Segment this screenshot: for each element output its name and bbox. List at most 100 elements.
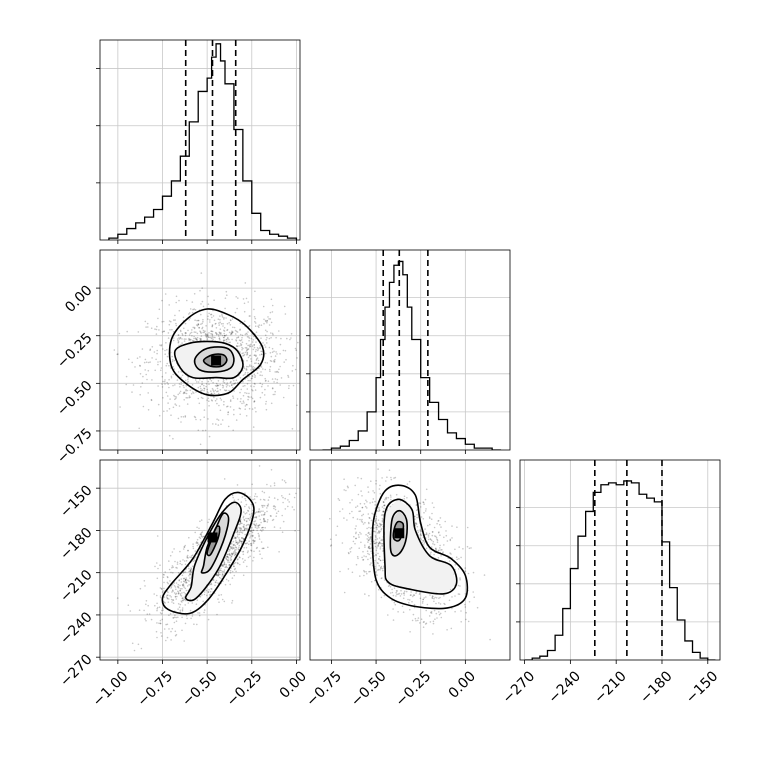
scatter-2-0-scatter-point	[236, 562, 239, 564]
scatter-1-0-scatter-point	[180, 376, 182, 379]
scatter-1-0-scatter-point	[196, 338, 198, 341]
scatter-2-1-scatter-point	[446, 629, 448, 631]
scatter-2-1-scatter-point	[381, 477, 383, 479]
scatter-2-1-scatter-point	[374, 531, 377, 533]
scatter-1-0-scatter-point	[163, 410, 165, 413]
scatter-1-0-scatter-point	[231, 333, 233, 335]
scatter-2-1-scatter-point	[419, 537, 422, 540]
scatter-1-0-scatter-point	[260, 350, 262, 353]
scatter-2-0-scatter-point	[227, 580, 230, 582]
scatter-2-0-scatter-point	[270, 469, 273, 471]
scatter-2-1-scatter-point	[359, 518, 361, 521]
scatter-2-0-scatter-point	[177, 586, 180, 589]
scatter-2-1-scatter-point	[439, 544, 441, 547]
scatter-2-0-scatter-point	[175, 620, 178, 622]
scatter-2-1-scatter-point	[424, 623, 427, 625]
scatter-2-0-scatter-point	[230, 556, 233, 558]
scatter-2-1-scatter-point	[454, 610, 456, 613]
scatter-2-0-scatter-point	[200, 535, 203, 538]
scatter-1-0-scatter-point	[223, 332, 225, 335]
hist-0-step-line	[108, 43, 298, 240]
scatter-2-1-scatter-point	[415, 619, 417, 622]
scatter-1-0-scatter-point	[178, 309, 181, 312]
scatter-2-1-scatter-point	[382, 569, 384, 572]
scatter-2-1-scatter-point	[445, 530, 447, 532]
scatter-1-0-scatter-point	[247, 395, 249, 398]
scatter-2-1-scatter-point	[422, 501, 425, 503]
scatter-2-1-scatter-point	[460, 556, 462, 559]
scatter-2-0-scatter-point	[233, 547, 235, 549]
scatter-1-0-scatter-point	[255, 349, 257, 351]
scatter-2-0-scatter-point	[191, 565, 194, 568]
scatter-2-0-scatter-point	[195, 542, 197, 544]
scatter-1-0-scatter-point	[186, 403, 189, 405]
scatter-2-1-scatter-point	[434, 596, 436, 599]
scatter-1-0-scatter-point	[215, 332, 217, 334]
scatter-1-0-scatter-point	[199, 338, 202, 341]
scatter-1-0-scatter-point	[208, 405, 210, 407]
scatter-2-1-scatter-point	[374, 579, 376, 582]
scatter-2-1-scatter-point	[369, 537, 372, 540]
scatter-2-1-scatter-point	[346, 519, 348, 521]
scatter-2-1-scatter-point	[473, 596, 476, 598]
scatter-2-1-scatter-point	[338, 499, 341, 502]
scatter-1-0-scatter-point	[271, 378, 274, 380]
scatter-2-0-scatter-point	[244, 512, 247, 515]
scatter-2-1-scatter-point	[439, 523, 441, 526]
scatter-2-0-scatter-point	[145, 619, 147, 622]
scatter-2-0-scatter-point	[253, 540, 256, 542]
scatter-2-0-scatter-point	[163, 601, 166, 604]
scatter-1-0-scatter-point	[261, 353, 263, 356]
scatter-1-0-scatter-point	[267, 316, 269, 318]
scatter-2-0-scatter-point	[225, 566, 227, 568]
scatter-2-1-scatter-point	[377, 544, 380, 547]
scatter-1-0-scatter-point	[241, 341, 244, 344]
scatter-2-0-scatter-point	[273, 482, 276, 484]
scatter-2-1-scatter-point	[382, 559, 384, 561]
scatter-2-1-scatter-point	[468, 601, 471, 603]
scatter-2-0-scatter-point	[236, 543, 239, 545]
scatter-2-0-scatter-point	[279, 527, 282, 529]
scatter-1-0-scatter-point	[222, 385, 225, 387]
scatter-2-0-scatter-point	[215, 574, 218, 576]
scatter-2-0-scatter-point	[227, 553, 229, 556]
scatter-1-0-scatter-point	[232, 331, 234, 333]
scatter-1-0-scatter-point	[166, 355, 169, 358]
scatter-1-0-scatter-point	[166, 410, 168, 412]
scatter-2-0-scatter-point	[229, 549, 231, 551]
scatter-2-0-scatter-point	[231, 548, 234, 550]
scatter-2-1-scatter-point	[429, 523, 431, 526]
scatter-1-0-scatter-point	[204, 330, 206, 333]
scatter-1-0-scatter-point	[184, 415, 187, 417]
scatter-2-1-scatter-point	[415, 523, 418, 525]
scatter-2-0-scatter-point	[234, 561, 237, 564]
scatter-2-1-scatter-point	[443, 536, 445, 539]
scatter-2-0-scatter-point	[172, 602, 175, 604]
scatter-1-0-scatter-point	[248, 392, 250, 395]
scatter-1-0-scatter-point	[172, 384, 174, 387]
scatter-1-0-scatter-point	[262, 305, 265, 308]
hist-2-x-tick-label: −150	[683, 668, 722, 707]
scatter-1-0-scatter-point	[214, 384, 217, 387]
scatter-2-0-scatter-point	[232, 540, 235, 543]
scatter-2-1-scatter-point	[417, 619, 419, 622]
scatter-2-0-scatter-point	[217, 574, 220, 576]
scatter-2-1-scatter-point	[431, 531, 434, 533]
scatter-2-1-scatter-point	[384, 497, 387, 500]
scatter-2-1-scatter-point	[415, 592, 417, 595]
scatter-1-0-scatter-point	[139, 364, 141, 367]
scatter-1-0-scatter-point	[161, 375, 164, 378]
scatter-2-0-scatter-point	[223, 562, 226, 565]
scatter-2-0-scatter-point	[236, 541, 238, 543]
scatter-2-0-scatter-point	[155, 630, 158, 633]
scatter-2-0-scatter-point	[263, 491, 266, 494]
scatter-2-1-scatter-point	[383, 507, 385, 510]
scatter-2-1-scatter-point	[397, 611, 399, 613]
scatter-1-0-scatter-point	[219, 332, 221, 335]
scatter-2-1-scatter-point	[427, 524, 429, 527]
scatter-2-1-scatter-point	[359, 575, 361, 577]
scatter-2-0-scatter-point	[228, 550, 230, 552]
scatter-2-0-scatter-point	[255, 523, 258, 525]
scatter-2-0-scatter-point	[250, 550, 253, 552]
